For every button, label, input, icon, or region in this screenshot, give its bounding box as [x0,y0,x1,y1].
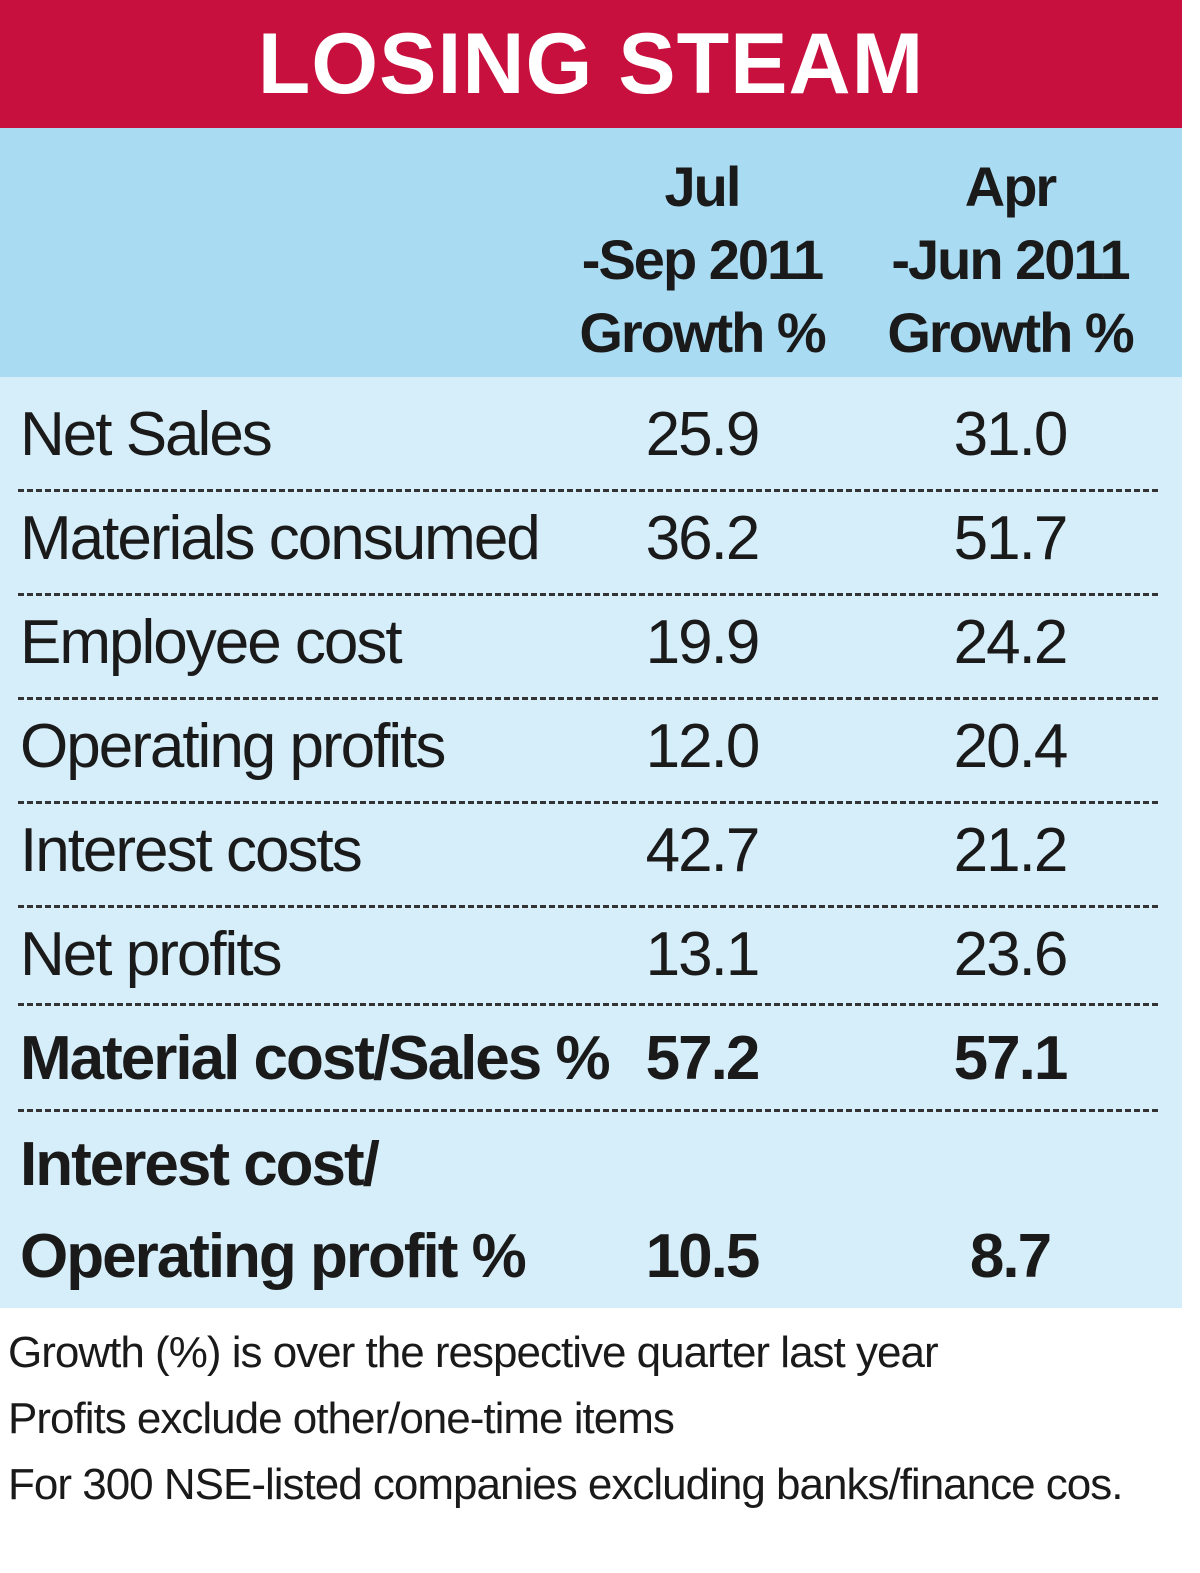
row-label: Net Sales [20,400,273,469]
row-label: Material cost/Sales % [20,1024,611,1093]
footnote: Growth (%) is over the respective quarte… [8,1328,939,1377]
row-divider [18,905,1158,908]
column-header-line: -Sep 2011 [581,228,824,291]
footnote: For 300 NSE-listed companies excluding b… [8,1460,1124,1509]
header-band [0,128,1182,377]
value-apr-jun: 23.6 [953,920,1069,989]
value-jul-sep: 13.1 [645,920,761,989]
column-header-apr-jun: Apr -Jun 2011 Growth % [860,150,1160,369]
row-label: Employee cost [20,608,403,677]
value-apr-jun: 57.1 [953,1024,1069,1093]
row-divider [18,697,1158,700]
column-header-line: Growth % [887,301,1134,364]
column-header-line: Jul [664,155,742,218]
value-apr-jun: 51.7 [953,504,1069,573]
title-bar: LOSING STEAM [0,0,1182,128]
row-label: Net profits [20,920,283,989]
table-body: Net Sales 25.9 31.0 Materials consumed 3… [0,377,1182,1308]
row-label-line: Operating profit % [20,1222,527,1291]
footnotes: Growth (%) is over the respective quarte… [8,1320,1188,1518]
table-title: LOSING STEAM [257,15,925,112]
column-header-line: Apr [964,155,1057,218]
value-apr-jun: 20.4 [953,712,1069,781]
value-apr-jun: 24.2 [953,608,1069,677]
value-jul-sep: 25.9 [645,400,761,469]
row-label: Materials consumed [20,504,541,573]
row-divider [18,801,1158,804]
value-jul-sep: 42.7 [645,816,761,885]
row-label: Operating profits [20,712,446,781]
value-jul-sep: 19.9 [645,608,761,677]
value-apr-jun: 21.2 [953,816,1069,885]
row-divider [18,1003,1158,1006]
value-jul-sep: 12.0 [645,712,761,781]
value-jul-sep: 57.2 [645,1024,761,1093]
column-header-line: -Jun 2011 [891,228,1130,291]
value-apr-jun: 8.7 [969,1222,1052,1291]
value-jul-sep: 36.2 [645,504,761,573]
column-header-line: Growth % [579,301,826,364]
row-divider [18,1109,1158,1112]
row-label-line: Interest cost/ [20,1130,380,1199]
value-jul-sep: 10.5 [645,1222,761,1291]
footnote: Profits exclude other/one-time items [8,1394,675,1443]
row-label: Interest costs [20,816,363,885]
row-divider [18,489,1158,492]
row-divider [18,593,1158,596]
column-header-jul-sep: Jul -Sep 2011 Growth % [552,150,852,369]
value-apr-jun: 31.0 [953,400,1069,469]
